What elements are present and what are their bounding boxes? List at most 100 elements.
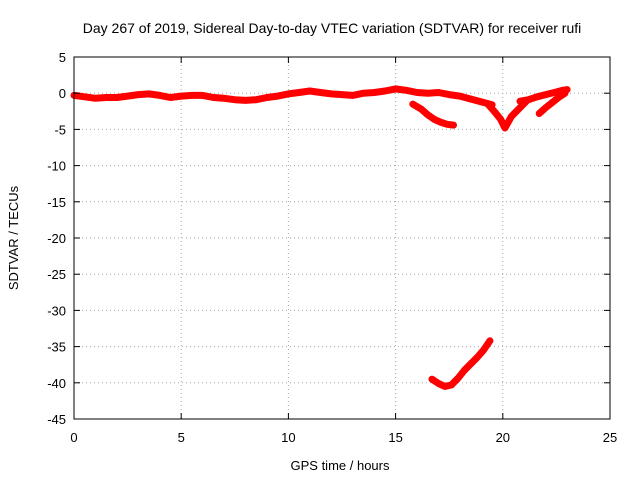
data-point <box>448 381 455 389</box>
data-point <box>542 91 549 98</box>
x-tick-label: 20 <box>496 430 510 445</box>
data-point <box>317 89 324 96</box>
data-point <box>263 94 271 101</box>
x-tick-label: 25 <box>603 430 617 445</box>
data-point <box>484 100 491 108</box>
data-point <box>103 94 110 101</box>
data-point <box>555 94 562 101</box>
y-tick-label: -25 <box>47 267 66 282</box>
data-point <box>178 92 185 100</box>
data-point <box>441 383 449 390</box>
data-point <box>92 95 99 102</box>
data-point <box>446 91 453 98</box>
data-point <box>428 376 436 383</box>
data-point <box>516 104 524 111</box>
data-point <box>306 87 313 95</box>
data-point <box>418 105 425 113</box>
x-tick-label: 10 <box>281 430 295 445</box>
data-point <box>467 360 474 368</box>
data-point <box>156 92 163 99</box>
y-tick-label: 0 <box>59 86 66 101</box>
y-tick-label: -5 <box>54 122 66 137</box>
data-point <box>548 99 556 106</box>
x-tick-label: 0 <box>70 430 77 445</box>
chart-title: Day 267 of 2019, Sidereal Day-to-day VTE… <box>83 20 582 36</box>
series-lower-curve <box>428 337 494 390</box>
y-tick-label: -45 <box>47 412 66 427</box>
data-point <box>409 100 416 108</box>
data-point <box>295 89 303 96</box>
data-point <box>473 354 481 361</box>
series-main-band <box>70 85 496 109</box>
data-point <box>403 87 410 94</box>
ticks <box>73 56 611 420</box>
data-point <box>424 111 431 119</box>
data-point <box>437 119 444 126</box>
data-point <box>285 90 292 98</box>
data-point <box>516 98 524 105</box>
data-point <box>371 89 378 96</box>
data-point <box>501 124 509 132</box>
data-point <box>424 90 431 97</box>
tick-labels: 0 5 10 15 20 25 5 0 -5 -10 -15 -20 -25 -30 -35 -40 -45 <box>47 50 617 445</box>
data-point <box>456 92 464 100</box>
data-point <box>167 94 174 101</box>
series-recovery-near-22 <box>516 86 571 105</box>
data-point <box>542 104 549 111</box>
data-point <box>478 98 485 106</box>
data-point <box>188 92 196 99</box>
data-point <box>497 116 504 123</box>
data-point <box>210 94 217 101</box>
data-point <box>349 92 356 99</box>
data-point <box>413 89 421 96</box>
data-point <box>220 95 228 102</box>
x-tick-label: 15 <box>388 430 402 445</box>
data-point <box>435 380 442 387</box>
data-point <box>480 347 487 354</box>
data-point <box>533 93 541 101</box>
data-point <box>467 95 474 103</box>
data-point <box>392 85 399 93</box>
y-tick-label: 5 <box>59 50 66 65</box>
data-point <box>124 92 131 100</box>
y-tick-label: -20 <box>47 231 66 246</box>
x-tick-label: 5 <box>178 430 185 445</box>
data-layer <box>70 85 571 390</box>
data-point <box>450 121 457 129</box>
data-point <box>508 113 515 120</box>
data-point <box>461 367 468 374</box>
data-point <box>242 97 249 104</box>
y-tick-label: -10 <box>47 159 66 174</box>
y-tick-label: -30 <box>47 303 66 318</box>
data-point <box>435 89 442 96</box>
data-point <box>454 375 461 382</box>
gridlines <box>74 57 610 419</box>
data-point <box>338 91 346 98</box>
data-point <box>381 87 389 95</box>
y-tick-label: -35 <box>47 340 66 355</box>
data-point <box>145 90 153 98</box>
series-band-lower-curve <box>428 337 494 390</box>
data-point <box>328 90 335 98</box>
data-point <box>81 93 88 101</box>
x-axis-label: GPS time / hours <box>291 458 390 473</box>
data-point <box>253 96 260 103</box>
data-point <box>274 92 281 100</box>
data-point <box>360 90 367 97</box>
data-point <box>199 92 206 99</box>
series-band-main-band <box>70 85 496 109</box>
data-point <box>525 96 532 103</box>
y-axis-label: SDTVAR / TECUs <box>6 185 21 290</box>
data-point <box>135 91 142 98</box>
data-point <box>113 94 121 101</box>
y-tick-label: -40 <box>47 376 66 391</box>
series-branch-21-23 <box>535 89 569 117</box>
data-point <box>443 121 451 128</box>
data-point <box>536 110 543 117</box>
series-dip-near-16 <box>409 100 457 129</box>
y-tick-label: -15 <box>47 195 66 210</box>
data-point <box>231 96 238 103</box>
data-point <box>431 116 438 123</box>
data-point <box>561 90 569 97</box>
